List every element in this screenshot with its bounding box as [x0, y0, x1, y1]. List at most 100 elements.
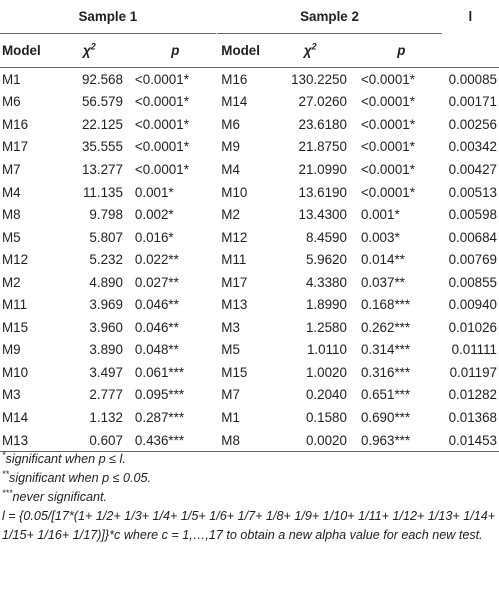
p-cell: 0.168***	[360, 297, 411, 313]
l-cell: 0.01026	[448, 319, 497, 335]
model-cell: M13	[0, 428, 56, 453]
table-row: M3 2.777 0.095*** M7 0.2040 0.651*** 0.01282	[0, 384, 499, 407]
chi-cell: 56.579	[81, 94, 123, 110]
model-cell: M4	[2, 184, 21, 200]
chi-cell: 2.777	[89, 387, 123, 403]
model-cell: M11	[2, 297, 28, 313]
model-cell: M3	[221, 319, 240, 335]
results-table: Sample 1 Sample 2 l Model χ2 p Model χ2 …	[0, 0, 499, 453]
p-cell: 0.963***	[352, 428, 442, 453]
p-cell: 0.016*	[134, 229, 174, 245]
p-cell: 0.061***	[134, 364, 185, 380]
table-row: M9 3.890 0.048** M5 1.0110 0.314*** 0.01111	[0, 339, 499, 362]
chi-cell: 21.8750	[298, 139, 347, 155]
p-cell: 0.436***	[126, 428, 216, 453]
l-cell: 0.00513	[448, 184, 497, 200]
chi-cell: 21.0990	[298, 161, 347, 177]
model2-header: Model	[217, 33, 274, 68]
p-cell: <0.0001*	[360, 139, 415, 155]
chi-cell: 4.890	[89, 274, 123, 290]
chi-cell: 0.0020	[273, 428, 353, 453]
p-cell: 0.001*	[360, 207, 400, 223]
p-cell: 0.262***	[360, 319, 411, 335]
sample1-header: Sample 1	[0, 0, 216, 34]
note-2: **significant when p ≤ 0.05.	[2, 468, 152, 485]
p-cell: <0.0001*	[134, 94, 189, 110]
chi-cell: 3.497	[89, 364, 123, 380]
p-cell: 0.014**	[360, 252, 405, 268]
chi-cell: 8.4590	[305, 229, 347, 245]
sample2-header: Sample 2	[217, 0, 442, 34]
note-4: l = {0.05/[17*(1+ 1/2+ 1/3+ 1/4+ 1/5+ 1/…	[2, 509, 496, 542]
note-1: *significant when p ≤ l.	[2, 449, 126, 466]
l-cell: 0.00342	[448, 139, 497, 155]
p-cell: 0.022**	[134, 252, 179, 268]
p-cell: 0.046**	[134, 297, 179, 313]
model-cell: M6	[221, 116, 240, 132]
chi-cell: 9.798	[89, 207, 123, 223]
model-cell: M11	[221, 252, 247, 268]
chi-cell: 5.9620	[305, 252, 347, 268]
p-cell: 0.003*	[360, 229, 400, 245]
model-cell: M10	[221, 184, 248, 200]
p-cell: <0.0001*	[360, 94, 415, 110]
table-row: M4 11.135 0.001* M10 13.6190 <0.0001* 0.00513	[0, 181, 499, 204]
model-cell: M10	[2, 364, 29, 380]
model-cell: M7	[2, 161, 21, 177]
p-cell: <0.0001*	[360, 161, 415, 177]
table-row: M10 3.497 0.061*** M15 1.0020 0.316*** 0.01197	[0, 361, 499, 384]
model-cell: M2	[221, 207, 240, 223]
table-row: M6 56.579 <0.0001* M14 27.0260 <0.0001* 0.0017…	[0, 91, 499, 114]
chi-cell: 13.4300	[298, 207, 347, 223]
model-cell: M12	[221, 229, 248, 245]
table-row: M8 9.798 0.002* M2 13.4300 0.001* 0.00598	[0, 203, 499, 226]
table-row: M13 0.607 0.436*** M8 0.0020 0.963*** 0.01453	[0, 428, 499, 453]
l-cell: 0.00684	[448, 229, 497, 245]
model-cell: M14	[2, 409, 29, 425]
model1-header: Model	[0, 33, 56, 68]
l-cell: 0.00171	[448, 94, 497, 110]
model-cell: M1	[221, 409, 240, 425]
chi-cell: 23.6180	[298, 116, 347, 132]
model-cell: M2	[2, 274, 21, 290]
p-cell: <0.0001*	[360, 184, 415, 200]
chi-cell: 22.125	[81, 116, 123, 132]
table-row: M11 3.969 0.046** M13 1.8990 0.168*** 0.00940	[0, 293, 499, 316]
l-cell: 0.00940	[448, 297, 497, 313]
table-row: M1 92.568 <0.0001* M16 130.2250 <0.0001* 0.000…	[0, 68, 499, 91]
chi-cell: 92.568	[81, 71, 123, 87]
table-row: M14 1.132 0.287*** M1 0.1580 0.690*** 0.01368	[0, 406, 499, 429]
model-cell: M17	[221, 274, 248, 290]
p-cell: 0.046**	[134, 319, 179, 335]
p-cell: 0.001*	[134, 184, 174, 200]
l-cell: 0.00085	[448, 71, 497, 87]
l-cell: 0.01197	[449, 364, 497, 380]
model-cell: M8	[217, 428, 274, 453]
chi-cell: 0.1580	[305, 409, 347, 425]
p-cell: 0.027**	[134, 274, 179, 290]
p-cell: 0.037**	[360, 274, 405, 290]
chi2-header: χ2	[273, 33, 353, 68]
table-row: M7 13.277 <0.0001* M4 21.0990 <0.0001* 0.00427	[0, 158, 499, 181]
chi-cell: 1.132	[89, 409, 123, 425]
group-header-row: Sample 1 Sample 2 l	[0, 0, 499, 34]
table-body: M1 92.568 <0.0001* M16 130.2250 <0.0001* 0.000…	[0, 68, 499, 453]
column-header-row: Model χ2 p Model χ2 p	[0, 33, 499, 68]
chi-cell: 13.277	[81, 161, 123, 177]
table-row: M12 5.232 0.022** M11 5.9620 0.014** 0.00769	[0, 248, 499, 271]
model-cell: M5	[2, 229, 21, 245]
l-cell: 0.01282	[448, 387, 497, 403]
chi-cell: 3.969	[89, 297, 123, 313]
model-cell: M1	[2, 71, 21, 87]
model-cell: M15	[221, 364, 248, 380]
table-row: M15 3.960 0.046** M3 1.2580 0.262*** 0.01026	[0, 316, 499, 339]
l-cell: 0.01453	[441, 428, 499, 453]
p-cell: 0.048**	[134, 342, 179, 358]
l-cell: 0.00855	[448, 274, 497, 290]
chi-cell: 5.232	[89, 252, 123, 268]
chi-cell: 3.960	[89, 319, 123, 335]
chi1-header: χ2	[55, 33, 127, 68]
p1-header: p	[126, 33, 216, 68]
chi-cell: 4.3380	[305, 274, 347, 290]
